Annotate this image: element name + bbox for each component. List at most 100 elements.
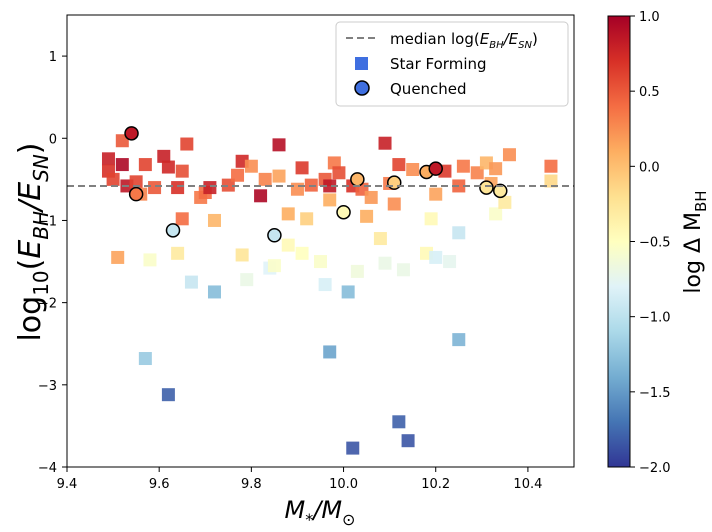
star-forming-point [254, 189, 268, 203]
star-forming-point [502, 148, 516, 162]
star-forming-point [346, 441, 360, 455]
star-forming-point [498, 195, 512, 209]
legend-star-forming-marker [355, 57, 368, 70]
colorbar-tick-label: −1.5 [639, 386, 671, 401]
quenched-point [428, 161, 443, 176]
x-tick-label: 9.8 [241, 477, 262, 492]
star-forming-point [350, 264, 364, 278]
x-tick-label: 9.6 [149, 477, 170, 492]
y-tick-label: −1 [38, 214, 57, 229]
star-forming-point [143, 253, 157, 267]
star-forming-point [101, 152, 115, 166]
star-forming-point [272, 138, 286, 152]
star-forming-point [290, 182, 304, 196]
star-forming-point [341, 285, 355, 299]
star-forming-point [171, 181, 185, 195]
star-forming-point [373, 232, 387, 246]
star-forming-point [424, 212, 438, 226]
star-forming-point [281, 238, 295, 252]
y-axis-ticks: −4 −3 −2 −1 0 1 [38, 50, 67, 476]
star-forming-point [171, 246, 185, 260]
y-tick-label: −3 [38, 379, 57, 394]
star-forming-point [443, 255, 457, 269]
star-forming-point [392, 415, 406, 429]
colorbar-label: log Δ MBH [681, 190, 710, 293]
star-forming-point [281, 207, 295, 221]
star-forming-point [452, 226, 466, 240]
colorbar-tick-label: 0.0 [639, 160, 660, 175]
star-forming-point [111, 250, 125, 264]
quenched-point [386, 175, 402, 190]
star-forming-point [323, 345, 337, 359]
x-axis-ticks: 9.4 9.6 9.8 10.0 10.2 10.4 [57, 467, 542, 492]
star-forming-point [360, 209, 374, 223]
x-tick-label: 10.2 [421, 477, 450, 492]
star-forming-point [138, 158, 152, 172]
star-forming-point [157, 149, 171, 163]
colorbar-gradient [607, 15, 631, 468]
star-forming-point [489, 162, 503, 176]
star-forming-point [148, 181, 162, 195]
legend-box [335, 21, 569, 107]
star-forming-point [364, 190, 378, 204]
star-forming-point [115, 158, 129, 172]
star-forming-point [231, 168, 245, 182]
colorbar-ticks: 1.0 0.5 0.0 −0.5 −1.0 −1.5 −2.0 [630, 10, 671, 476]
star-forming-point [396, 263, 410, 277]
legend-median-label: median log(EBH/ESN) [390, 30, 538, 51]
star-forming-point [406, 163, 420, 177]
colorbar-tick-label: −2.0 [639, 461, 671, 476]
star-forming-point [378, 256, 392, 270]
quenched-point [124, 126, 139, 141]
y-tick-label: −2 [38, 297, 57, 312]
star-forming-point [544, 159, 558, 173]
x-tick-label: 10.0 [329, 477, 358, 492]
star-forming-point [489, 207, 503, 221]
star-forming-point [300, 212, 314, 226]
star-forming-point [295, 246, 309, 260]
star-forming-point [175, 212, 189, 226]
star-forming-point [138, 352, 152, 366]
quenched-point [350, 172, 365, 187]
star-forming-point [314, 255, 327, 269]
y-tick-label: 1 [49, 50, 57, 65]
star-forming-point [544, 174, 558, 188]
quenched-point [493, 183, 508, 199]
colorbar-tick-label: −1.0 [639, 311, 671, 326]
star-forming-point [161, 388, 175, 402]
star-forming-point [332, 166, 346, 180]
star-forming-point [175, 164, 189, 178]
star-forming-point [115, 134, 129, 148]
quenched-point [336, 204, 351, 220]
y-tick-label: −4 [38, 461, 57, 476]
colorbar-tick-label: −0.5 [639, 236, 671, 251]
star-forming-point [429, 250, 443, 264]
star-forming-point [184, 275, 198, 289]
star-forming-point [240, 273, 254, 287]
star-forming-point [429, 187, 443, 201]
star-forming-point [392, 158, 406, 172]
quenched-point [165, 223, 181, 238]
star-forming-point [452, 333, 466, 347]
legend-star-forming-label: Star Forming [390, 55, 487, 73]
star-forming-point [327, 156, 341, 170]
quenched-point [128, 186, 144, 202]
x-axis-label: M*/M⊙ [285, 496, 356, 529]
legend-quenched-label: Quenched [390, 80, 467, 98]
quenched-point [267, 227, 282, 243]
star-forming-point [387, 197, 401, 211]
star-forming-point [258, 172, 272, 186]
y-axis-label: log10(EBH/ESN) [13, 142, 53, 341]
legend: median log(EBH/ESN) Star Forming Quenche… [335, 21, 569, 107]
star-forming-point [161, 160, 175, 174]
quenched-point [479, 180, 494, 195]
star-forming-point [267, 259, 281, 273]
star-forming-point [207, 285, 221, 299]
star-forming-point [235, 248, 249, 262]
star-forming-point [244, 159, 258, 173]
star-forming-point [456, 159, 470, 173]
star-forming-point [106, 172, 120, 186]
data-marks [101, 126, 558, 455]
star-forming-point [221, 178, 235, 192]
